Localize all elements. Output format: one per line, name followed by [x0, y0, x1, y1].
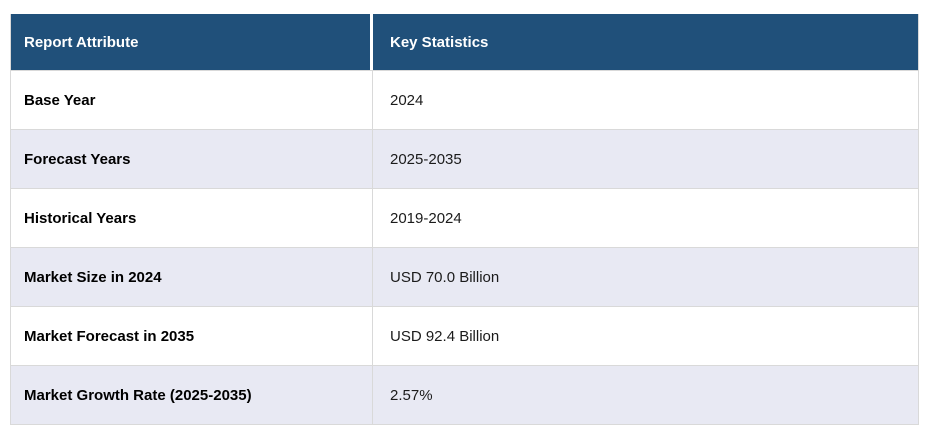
attribute-cell: Historical Years — [11, 189, 373, 247]
column-header-key-statistics: Key Statistics — [390, 33, 489, 51]
table-row: Base Year 2024 — [11, 70, 918, 129]
value-cell: USD 70.0 Billion — [390, 268, 500, 286]
table-header-row: Report Attribute Key Statistics — [11, 14, 918, 70]
attribute-cell: Market Size in 2024 — [11, 248, 373, 306]
value-cell: 2024 — [390, 91, 424, 109]
table-row: Forecast Years 2025-2035 — [11, 129, 918, 188]
table-row: Market Growth Rate (2025-2035) 2.57% — [11, 365, 918, 424]
attribute-cell: Forecast Years — [11, 130, 373, 188]
table-row: Historical Years 2019-2024 — [11, 188, 918, 247]
table-row: Market Size in 2024 USD 70.0 Billion — [11, 247, 918, 306]
attribute-cell: Market Forecast in 2035 — [11, 307, 373, 365]
report-attributes-table: Report Attribute Key Statistics Base Yea… — [10, 14, 919, 425]
attribute-cell: Market Growth Rate (2025-2035) — [11, 366, 373, 424]
value-cell: 2.57% — [390, 386, 433, 404]
value-cell: 2025-2035 — [390, 150, 462, 168]
value-cell: USD 92.4 Billion — [390, 327, 500, 345]
value-cell: 2019-2024 — [390, 209, 462, 227]
attribute-cell: Base Year — [11, 71, 373, 129]
column-header-report-attribute: Report Attribute — [11, 14, 373, 70]
table-row: Market Forecast in 2035 USD 92.4 Billion — [11, 306, 918, 365]
